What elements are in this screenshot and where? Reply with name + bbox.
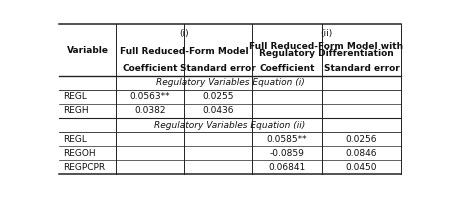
Text: REGL: REGL: [63, 92, 87, 101]
Text: -0.0859: -0.0859: [270, 149, 304, 158]
Text: 0.06841: 0.06841: [268, 163, 306, 172]
Text: 0.0255: 0.0255: [202, 92, 234, 101]
Text: REGL: REGL: [63, 135, 87, 144]
Text: REGPCPR: REGPCPR: [63, 163, 105, 172]
Text: Coefficient: Coefficient: [259, 64, 315, 73]
Text: Full Reduced-Form Model with: Full Reduced-Form Model with: [249, 42, 403, 51]
Text: 0.0585**: 0.0585**: [267, 135, 307, 144]
Text: 0.0382: 0.0382: [135, 106, 166, 115]
Text: Regulatory Variables Equation (i): Regulatory Variables Equation (i): [155, 78, 304, 87]
Text: (i): (i): [179, 29, 189, 38]
Text: REGH: REGH: [63, 106, 89, 115]
Text: Standard error: Standard error: [180, 64, 256, 73]
Text: 0.0450: 0.0450: [346, 163, 377, 172]
Text: Standard error: Standard error: [324, 64, 399, 73]
Text: Regulatory Variables Equation (ii): Regulatory Variables Equation (ii): [155, 121, 306, 130]
Text: 0.0436: 0.0436: [202, 106, 234, 115]
Text: (ii): (ii): [320, 29, 333, 38]
Text: 0.0846: 0.0846: [346, 149, 377, 158]
Text: Full Reduced-Form Model: Full Reduced-Form Model: [120, 47, 248, 56]
Text: Regulatory Differentiation: Regulatory Differentiation: [259, 49, 394, 58]
Text: Coefficient: Coefficient: [122, 64, 178, 73]
Text: Variable: Variable: [67, 45, 109, 54]
Text: 0.0256: 0.0256: [346, 135, 377, 144]
Text: REGOH: REGOH: [63, 149, 96, 158]
Text: 0.0563**: 0.0563**: [130, 92, 171, 101]
